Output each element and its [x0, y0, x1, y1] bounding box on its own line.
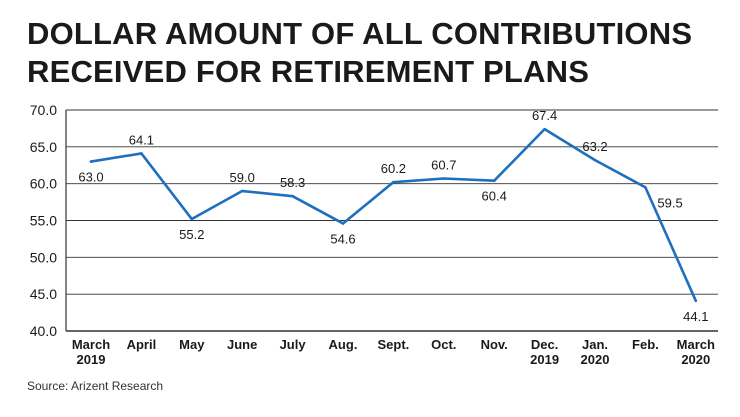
data-point [341, 222, 345, 225]
data-point [694, 299, 698, 303]
y-tick-label: 70.0 [30, 102, 57, 118]
x-tick-label: Aug. [329, 337, 358, 352]
data-label: 59.0 [230, 170, 255, 185]
x-tick-label: May [179, 337, 205, 352]
x-tick-label: April [127, 337, 157, 352]
y-tick-label: 60.0 [30, 176, 57, 192]
data-label: 64.1 [129, 132, 154, 147]
x-tick-label: Feb. [632, 337, 659, 352]
data-label: 54.6 [330, 231, 355, 246]
x-tick-label: March [677, 337, 715, 352]
data-point [543, 127, 546, 131]
chart-title-line-1: DOLLAR AMOUNT OF ALL CONTRIBUTIONS [27, 16, 693, 51]
source-note: Source: Arizent Research [27, 379, 164, 393]
data-point [644, 186, 647, 189]
x-tick-label: Jan. [582, 337, 608, 352]
chart-title-line-2: RECEIVED FOR RETIREMENT PLANS [27, 54, 590, 89]
x-tick-label: Nov. [481, 337, 508, 352]
x-tick-label-year: 2019 [77, 352, 106, 367]
data-label: 55.2 [179, 227, 204, 242]
data-label: 58.3 [280, 175, 305, 190]
data-label: 60.7 [431, 158, 456, 173]
y-tick-label: 50.0 [30, 249, 57, 265]
data-point [291, 194, 294, 198]
x-tick-label: March [72, 337, 110, 352]
data-label: 67.4 [532, 108, 557, 123]
x-tick-label: Dec. [531, 337, 558, 352]
y-tick-label: 65.0 [30, 139, 57, 155]
data-point [190, 217, 194, 221]
y-tick-label: 55.0 [30, 213, 57, 229]
data-point [392, 180, 395, 184]
series-line [89, 127, 698, 303]
x-tick-label-year: 2019 [530, 352, 559, 367]
data-label: 44.1 [683, 309, 708, 324]
x-tick-label: Oct. [431, 337, 456, 352]
data-point [492, 179, 496, 183]
data-point [140, 152, 143, 155]
data-point [593, 158, 597, 162]
data-point [240, 189, 244, 193]
data-point [442, 177, 446, 180]
y-tick-label: 45.0 [30, 286, 57, 302]
x-tick-label: June [227, 337, 257, 352]
data-label: 59.5 [657, 195, 682, 210]
y-tick-label: 40.0 [30, 323, 57, 339]
data-label: 60.2 [381, 161, 406, 176]
x-tick-label-year: 2020 [681, 352, 710, 367]
data-label: 63.0 [78, 170, 103, 185]
x-tick-label: Sept. [378, 337, 410, 352]
data-point [89, 160, 93, 163]
data-label: 60.4 [482, 189, 507, 204]
x-tick-label: July [280, 337, 307, 352]
data-label: 63.2 [582, 139, 607, 154]
x-tick-label-year: 2020 [581, 352, 610, 367]
